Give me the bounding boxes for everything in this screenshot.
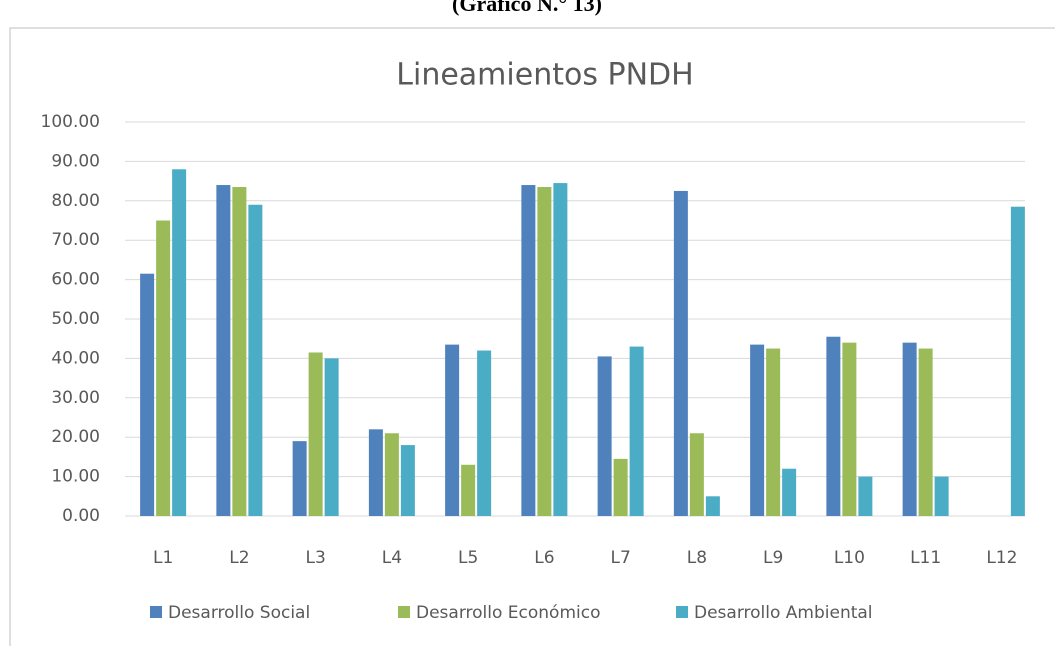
y-tick-label: 70.00 — [51, 230, 100, 250]
y-tick-label: 0.00 — [62, 506, 100, 526]
bar — [553, 183, 568, 516]
y-tick-label: 60.00 — [51, 270, 100, 290]
bar — [477, 350, 492, 516]
x-tick-label: L11 — [910, 548, 941, 568]
x-tick-label: L8 — [687, 548, 707, 568]
bar — [400, 445, 415, 516]
x-tick-label: L10 — [834, 548, 865, 568]
bar — [750, 344, 765, 516]
bar — [597, 356, 612, 516]
x-tick-label: L2 — [229, 548, 249, 568]
bar — [368, 429, 383, 516]
bar — [140, 273, 155, 516]
legend-label: Desarrollo Económico — [416, 603, 600, 623]
bar — [918, 348, 933, 516]
x-tick-label: L6 — [534, 548, 554, 568]
bar — [766, 348, 781, 516]
y-tick-label: 100.00 — [41, 112, 100, 132]
bar — [705, 496, 720, 516]
chart-frame — [9, 27, 1055, 646]
bar — [934, 476, 949, 516]
bar — [232, 187, 247, 516]
bar — [689, 433, 704, 516]
bar — [1010, 206, 1025, 516]
bar — [826, 336, 841, 516]
y-tick-label: 20.00 — [51, 427, 100, 447]
legend-swatch — [150, 606, 162, 618]
bar — [629, 346, 644, 516]
x-tick-label: L5 — [458, 548, 478, 568]
chart-title: Lineamientos PNDH — [396, 58, 693, 93]
legend-swatch — [676, 606, 688, 618]
bar — [324, 358, 339, 516]
bar — [461, 464, 476, 516]
bar — [248, 204, 263, 517]
bar — [521, 185, 536, 517]
bar — [156, 220, 171, 516]
bar — [445, 344, 460, 516]
bar — [673, 190, 688, 516]
y-tick-label: 30.00 — [51, 388, 100, 408]
bar — [537, 187, 552, 516]
x-tick-label: L1 — [153, 548, 173, 568]
legend-swatch — [398, 606, 410, 618]
x-tick-label: L9 — [763, 548, 783, 568]
caption: (Gráfico N.° 13) — [452, 0, 602, 16]
x-tick-label: L7 — [610, 548, 630, 568]
bar — [216, 185, 231, 517]
x-tick-label: L4 — [382, 548, 402, 568]
x-tick-label: L3 — [305, 548, 325, 568]
legend-label: Desarrollo Social — [168, 603, 310, 623]
bar — [842, 342, 857, 516]
y-tick-label: 80.00 — [51, 191, 100, 211]
y-tick-label: 10.00 — [51, 467, 100, 487]
y-tick-label: 90.00 — [51, 151, 100, 171]
bar — [858, 476, 873, 516]
y-tick-label: 50.00 — [51, 309, 100, 329]
bar — [384, 433, 399, 516]
bar — [172, 169, 187, 516]
legend-label: Desarrollo Ambiental — [694, 603, 873, 623]
x-tick-label: L12 — [986, 548, 1017, 568]
bar — [902, 342, 917, 516]
y-tick-label: 40.00 — [51, 348, 100, 368]
bar — [308, 352, 323, 516]
bar — [292, 441, 307, 516]
bar — [782, 468, 797, 516]
bar — [613, 458, 628, 516]
